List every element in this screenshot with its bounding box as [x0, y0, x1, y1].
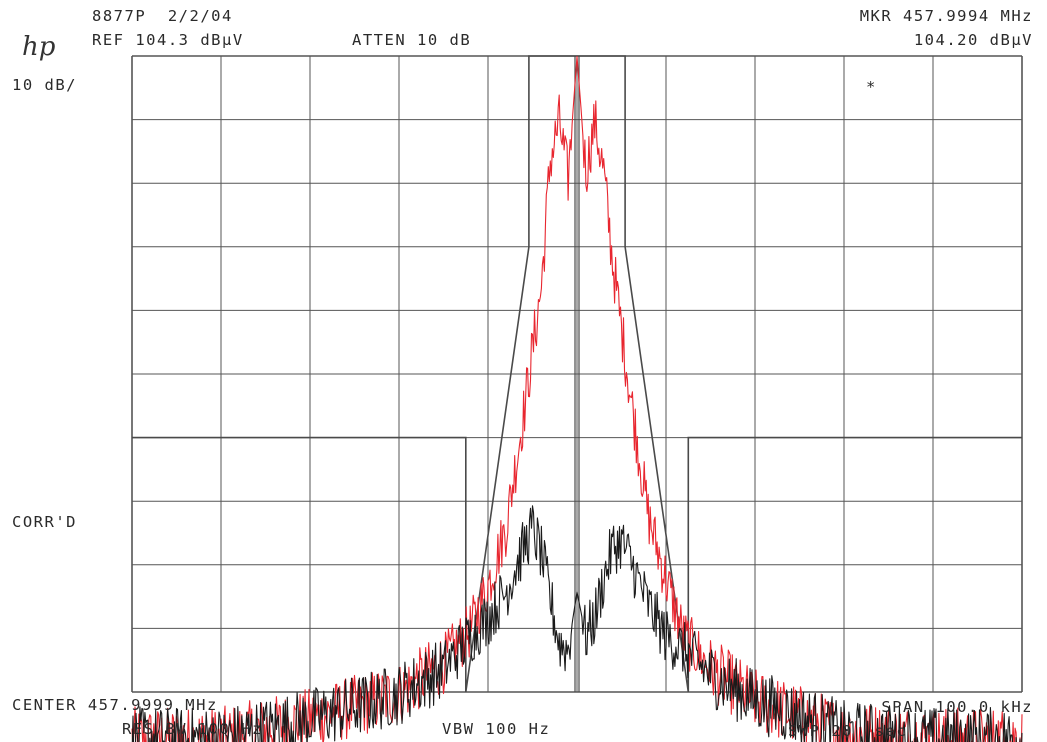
- mask-outline: [132, 55, 1022, 693]
- res-bw-label: RES BW 100 Hz: [122, 720, 263, 738]
- atten-label: ATTEN 10 dB: [352, 31, 472, 49]
- id-date-label: 8877P 2/2/04: [92, 7, 233, 25]
- emission-mask: [132, 55, 1022, 693]
- corrected-label: CORR'D: [12, 513, 77, 531]
- marker-level-label: 104.20 dBµV: [913, 31, 1033, 49]
- sweep-label: SWP 20 sec: [788, 722, 908, 740]
- scale-label: 10 dB/: [12, 76, 77, 94]
- traces: [131, 56, 1023, 742]
- graticule: [131, 55, 1023, 693]
- trace-black: [131, 505, 1023, 742]
- vbw-label: VBW 100 Hz: [442, 720, 551, 738]
- span-label: SPAN 100.0 kHz: [881, 698, 1033, 716]
- trace-red: [131, 56, 1023, 742]
- center-freq-label: CENTER 457.9999 MHz: [12, 696, 218, 714]
- marker-symbol: *: [866, 78, 877, 96]
- ref-level-label: REF 104.3 dBµV: [92, 31, 244, 49]
- hp-logo: hp: [22, 32, 56, 62]
- marker-freq-label: MKR 457.9994 MHz: [859, 7, 1033, 25]
